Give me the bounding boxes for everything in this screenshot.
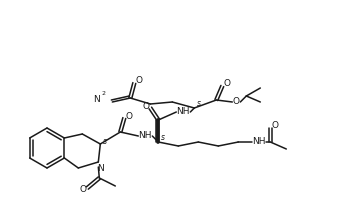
Text: O: O (80, 186, 87, 194)
Text: O: O (224, 78, 231, 87)
Text: s: s (161, 133, 165, 141)
Text: NH: NH (139, 131, 152, 140)
Text: N: N (97, 164, 104, 173)
Text: O: O (126, 111, 133, 121)
Text: 2: 2 (101, 91, 105, 96)
Text: s: s (197, 99, 201, 107)
Text: s: s (103, 138, 107, 146)
Text: N: N (94, 94, 100, 104)
Text: O: O (136, 75, 143, 85)
Text: O: O (233, 97, 240, 106)
Text: NH: NH (177, 107, 190, 116)
Text: O: O (272, 121, 279, 131)
Text: O: O (143, 102, 150, 111)
Text: NH: NH (252, 138, 266, 146)
